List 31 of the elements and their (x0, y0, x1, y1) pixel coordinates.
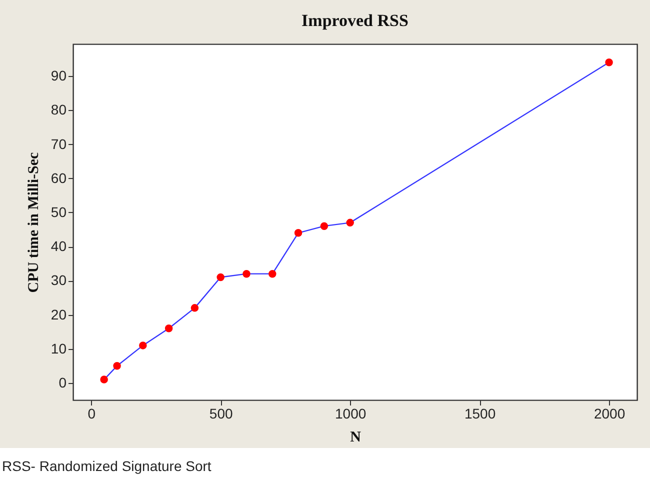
point (164, 324, 173, 332)
point (320, 222, 328, 230)
point (100, 376, 108, 384)
point (268, 270, 276, 278)
y-tick-label: 20 (50, 306, 67, 322)
x-tick-label: 1000 (335, 406, 366, 422)
point (190, 304, 199, 312)
point (113, 362, 121, 370)
point (242, 270, 250, 278)
point (346, 218, 354, 227)
x-axis-title: N (350, 430, 362, 446)
y-tick-label: 40 (50, 238, 67, 254)
point (139, 342, 147, 350)
x-tick-label: 0 (88, 406, 96, 422)
point (216, 273, 224, 282)
chart-title: Improved RSS (302, 11, 408, 30)
point (294, 229, 302, 237)
y-tick-label: 50 (50, 204, 67, 220)
x-tick-label: 500 (209, 406, 233, 422)
y-tick-label: 90 (50, 68, 67, 84)
text: RSS- Randomized Signature Sort (2, 458, 212, 475)
y-tick-label: 80 (50, 102, 67, 118)
y-axis-title: CPU time in Milli-Sec (26, 152, 42, 293)
x-tick-label: 1500 (464, 406, 496, 422)
point (605, 58, 613, 66)
y-tick-label: 0 (58, 374, 67, 390)
y-tick-label: 10 (50, 340, 67, 356)
y-tick-label: 30 (50, 272, 67, 288)
y-tick-label: 60 (50, 170, 67, 186)
x-tick-label: 2000 (594, 406, 626, 422)
y-tick-label: 70 (50, 136, 67, 152)
